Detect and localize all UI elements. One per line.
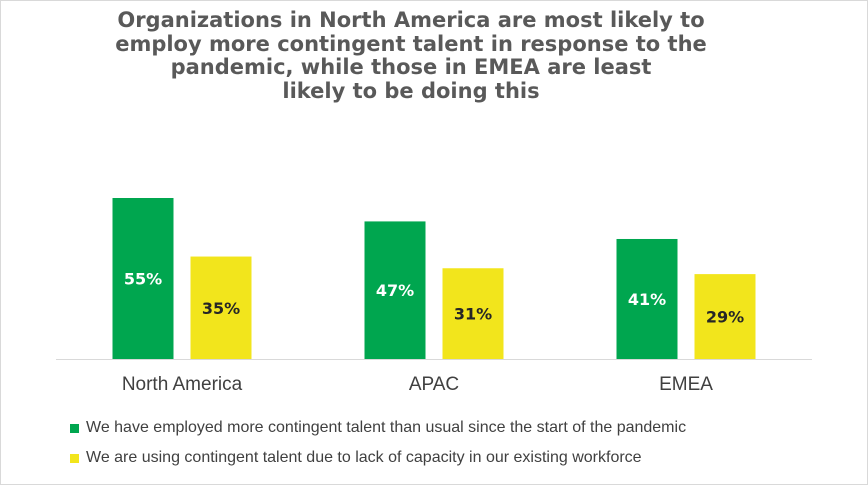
bar-apac-series-0 <box>364 221 426 359</box>
data-label: 41% <box>628 290 666 309</box>
data-label: 55% <box>124 270 162 289</box>
bar-north-america-series-1 <box>190 256 252 359</box>
data-label: 35% <box>202 299 240 318</box>
title-line: Organizations in North America are most … <box>117 8 705 32</box>
legend-swatch-green <box>70 423 79 433</box>
bar-emea-series-0 <box>616 238 678 359</box>
data-label: 29% <box>706 308 744 327</box>
bar-emea-series-1 <box>694 274 756 359</box>
title-line: likely to be doing this <box>282 78 540 103</box>
bar-apac-series-1 <box>442 268 504 359</box>
category-label: APAC <box>409 374 459 395</box>
legend-label: We are using contingent talent due to la… <box>86 449 642 466</box>
data-label: 31% <box>454 305 492 324</box>
category-label: North America <box>122 374 243 395</box>
legend-item-lack-of-capacity: We are using contingent talent due to la… <box>70 443 686 473</box>
bar-north-america-series-0 <box>112 198 174 359</box>
legend: We have employed more contingent talent … <box>70 413 686 473</box>
chart-title: Organizations in North America are most … <box>61 8 761 103</box>
legend-label: We have employed more contingent talent … <box>86 419 687 436</box>
title-line: employ more contingent talent in respons… <box>115 31 707 56</box>
legend-swatch-yellow <box>70 453 79 463</box>
title-line: pandemic, while those in EMEA are least <box>170 55 652 79</box>
legend-item-employed-more: We have employed more contingent talent … <box>70 413 686 443</box>
category-label: EMEA <box>659 374 713 395</box>
data-label: 47% <box>376 281 414 300</box>
